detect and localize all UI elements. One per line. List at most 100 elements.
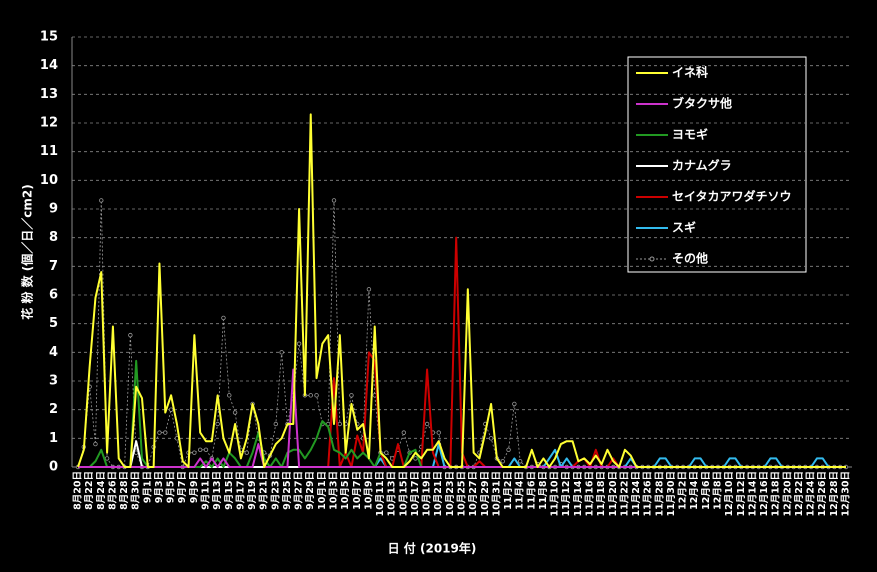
series-marker bbox=[314, 393, 319, 398]
series-line bbox=[77, 113, 846, 468]
series-marker bbox=[104, 456, 110, 461]
x-tick-label: 12月28日 bbox=[829, 471, 840, 516]
series-marker bbox=[384, 450, 389, 455]
x-tick-label: 11月8日 bbox=[538, 471, 549, 510]
y-tick-label: 11 bbox=[40, 144, 58, 159]
y-tick-label: 3 bbox=[49, 374, 58, 389]
series-marker bbox=[197, 447, 203, 452]
x-tick-label: 9月5日 bbox=[166, 471, 177, 503]
x-tick-label: 9月1日 bbox=[142, 471, 153, 503]
x-tick-label: 11月24日 bbox=[631, 471, 642, 516]
series-marker bbox=[366, 287, 372, 292]
x-tick-label: 8月28日 bbox=[119, 471, 130, 510]
series-marker bbox=[192, 450, 197, 455]
x-tick-label: 8月26日 bbox=[107, 471, 118, 510]
series-marker bbox=[203, 447, 209, 452]
x-tick-label: 9月7日 bbox=[177, 471, 188, 503]
y-tick-label: 2 bbox=[49, 402, 58, 417]
legend-label: カナムグラ bbox=[672, 158, 732, 173]
y-tick-label: 5 bbox=[49, 316, 58, 331]
x-tick-label: 10月23日 bbox=[445, 471, 456, 516]
x-tick-label: 12月20日 bbox=[782, 471, 793, 516]
y-tick-label: 6 bbox=[49, 288, 58, 303]
x-tick-label: 10月31日 bbox=[491, 471, 502, 516]
x-tick-label: 12月2日 bbox=[678, 471, 689, 510]
y-tick-label: 0 bbox=[49, 460, 58, 475]
y-tick-label: 10 bbox=[40, 173, 58, 188]
series-marker bbox=[401, 430, 407, 435]
x-tick-label: 10月27日 bbox=[468, 471, 479, 516]
y-tick-label: 14 bbox=[40, 58, 58, 73]
x-tick-label: 9月27日 bbox=[294, 471, 305, 510]
x-tick-label: 8月24日 bbox=[96, 471, 107, 510]
series-marker bbox=[337, 421, 343, 427]
legend-label: ヨモギ bbox=[672, 127, 708, 142]
series-marker bbox=[128, 332, 133, 338]
legend-box bbox=[627, 56, 807, 273]
y-axis-title: 花 粉 数 (個／日／cm2) bbox=[20, 184, 35, 319]
series-marker bbox=[221, 315, 226, 321]
legend-marker bbox=[649, 256, 655, 262]
x-tick-label: 10月7日 bbox=[352, 471, 363, 510]
x-tick-label: 9月19日 bbox=[247, 471, 258, 510]
y-tick-label: 8 bbox=[49, 230, 58, 245]
x-tick-label: 11月16日 bbox=[585, 471, 596, 516]
y-tick-label: 7 bbox=[49, 259, 58, 274]
x-tick-label: 10月3日 bbox=[329, 471, 340, 510]
x-tick-label: 10月25日 bbox=[457, 471, 468, 516]
x-tick-label: 12月14日 bbox=[747, 471, 758, 516]
x-tick-label: 10月29日 bbox=[480, 471, 491, 516]
x-tick-label: 12月22日 bbox=[794, 471, 805, 516]
x-tick-label: 11月30日 bbox=[666, 471, 677, 516]
x-tick-label: 12月26日 bbox=[817, 471, 828, 516]
series-marker bbox=[413, 456, 418, 461]
series-marker bbox=[273, 421, 279, 427]
x-tick-label: 11月2日 bbox=[503, 471, 514, 510]
x-tick-label: 11月12日 bbox=[561, 471, 572, 516]
x-tick-label: 12月30日 bbox=[841, 471, 852, 516]
x-axis-title: 日 付 (2019年) bbox=[388, 541, 477, 556]
x-tick-label: 9月17日 bbox=[235, 471, 246, 510]
x-tick-label: 8月22日 bbox=[84, 471, 95, 510]
series-marker bbox=[436, 430, 441, 435]
x-tick-label: 9月29日 bbox=[305, 471, 316, 510]
x-tick-label: 8月20日 bbox=[73, 471, 84, 510]
x-tick-label: 9月11日 bbox=[201, 471, 212, 510]
series-marker bbox=[488, 436, 494, 441]
x-tick-label: 10月13日 bbox=[387, 471, 398, 516]
y-tick-label: 1 bbox=[49, 431, 58, 446]
series-marker bbox=[279, 350, 284, 355]
series-marker bbox=[308, 393, 313, 398]
x-tick-label: 10月11日 bbox=[375, 471, 386, 516]
series-marker bbox=[517, 459, 523, 464]
y-tick-label: 4 bbox=[49, 345, 58, 360]
series-marker bbox=[227, 393, 232, 398]
x-tick-label: 10月1日 bbox=[317, 471, 328, 510]
y-tick-label: 12 bbox=[40, 116, 58, 131]
x-tick-label: 12月18日 bbox=[771, 471, 782, 516]
y-tick-label: 15 bbox=[40, 30, 58, 45]
x-tick-label: 9月21日 bbox=[259, 471, 270, 510]
x-tick-label: 9月3日 bbox=[154, 471, 165, 503]
x-tick-label: 10月21日 bbox=[433, 471, 444, 516]
x-tick-label: 11月22日 bbox=[619, 471, 630, 516]
x-tick-label: 12月4日 bbox=[689, 471, 700, 510]
x-tick-label: 10月15日 bbox=[398, 471, 409, 516]
x-tick-label: 10月9日 bbox=[363, 471, 374, 510]
x-tick-label: 12月8日 bbox=[713, 471, 724, 510]
series-marker bbox=[349, 393, 354, 398]
x-tick-label: 12月6日 bbox=[701, 471, 712, 510]
x-tick-label: 12月24日 bbox=[806, 471, 817, 516]
series-marker bbox=[93, 441, 98, 447]
legend-label: スギ bbox=[672, 220, 696, 235]
series-marker bbox=[133, 450, 139, 455]
legend-label: セイタカアワダチソウ bbox=[672, 189, 792, 204]
series-marker bbox=[168, 407, 174, 412]
y-tick-label: 13 bbox=[40, 87, 58, 102]
x-tick-label: 11月6日 bbox=[526, 471, 537, 510]
series-marker bbox=[99, 198, 104, 203]
series-marker bbox=[215, 421, 220, 427]
series-marker bbox=[296, 341, 302, 346]
